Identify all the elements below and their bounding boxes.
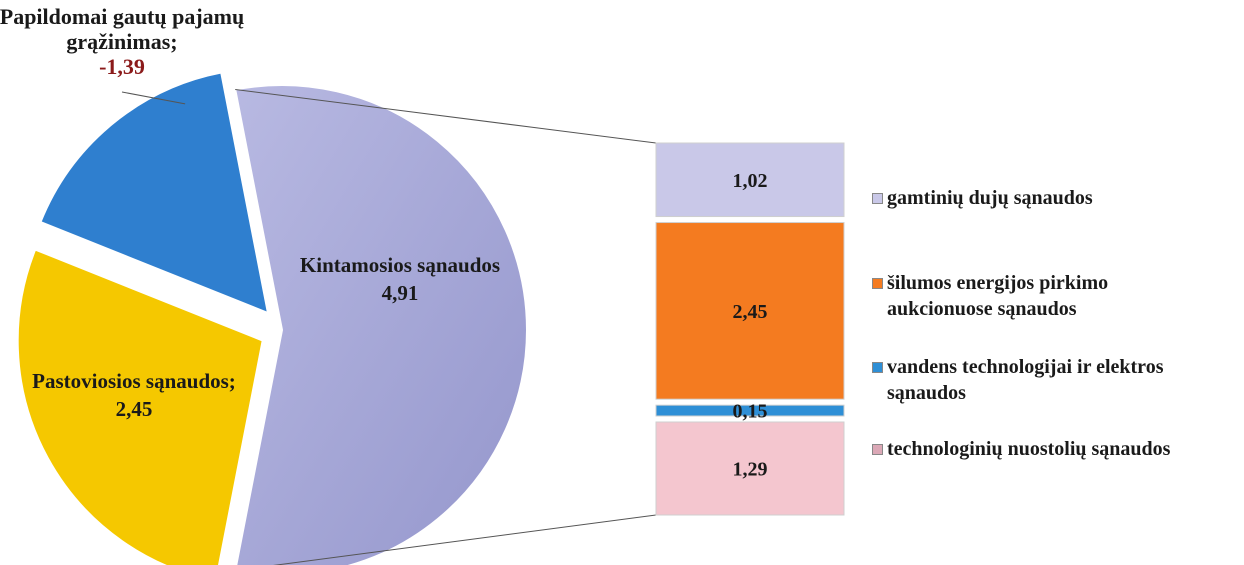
leader-line-refund: [121, 91, 186, 105]
slice-value-refund: -1,39: [99, 54, 145, 79]
slice-value-fixed: 2,45: [116, 397, 153, 421]
legend-swatch: [872, 444, 883, 455]
bar-seg-gas-value: 1,02: [733, 170, 768, 192]
bar-seg-heat-auction: [655, 222, 845, 400]
legend-text: šilumos energijos pirkimo aukcionuose są…: [887, 272, 1109, 320]
slice-label-fixed: Pastoviosios sąnaudos;: [32, 369, 236, 393]
connector-line-top: [235, 89, 657, 144]
legend-text: technologinių nuostolių sąnaudos: [887, 438, 1171, 460]
connector-line-bottom: [273, 514, 657, 565]
slice-refund: [39, 71, 270, 315]
slice-value-variable: 4,91: [382, 281, 419, 305]
legend-item: technologinių nuostolių sąnaudos: [872, 436, 1170, 462]
legend-text: vandens technologijai ir elektros sąnaud…: [887, 356, 1164, 404]
bar-seg-gas: [655, 142, 845, 218]
legend-item: vandens technologijai ir elektros sąnaud…: [872, 354, 1163, 406]
pie-chart: Kintamosios sąnaudos 4,91 Pastoviosios sąn…: [16, 71, 657, 565]
slice-label-refund: Papildomai gautų pajamų grąžinimas; -1,3…: [0, 4, 252, 79]
legend-swatch: [872, 193, 883, 204]
legend-text: gamtinių dujų sąnaudos: [887, 187, 1093, 209]
legend-item: šilumos energijos pirkimo aukcionuose są…: [872, 270, 1108, 322]
slice-variable-costs: [234, 84, 528, 565]
bar-seg-heat-auction-value: 2,45: [733, 301, 768, 323]
stacked-bar: 1,02 2,45 0,15 1,29: [655, 142, 845, 516]
bar-seg-water-electricity: [655, 404, 845, 417]
legend-item: gamtinių dujų sąnaudos: [872, 185, 1093, 211]
bar-seg-water-electricity-value: 0,15: [733, 401, 768, 423]
bar-seg-tech-losses-value: 1,29: [733, 458, 768, 480]
legend-swatch: [872, 278, 883, 289]
legend-swatch: [872, 362, 883, 373]
slice-label-refund-text: Papildomai gautų pajamų grąžinimas;: [0, 4, 245, 54]
slice-label-variable: Kintamosios sąnaudos: [300, 253, 500, 277]
bar-seg-tech-losses: [655, 421, 845, 516]
